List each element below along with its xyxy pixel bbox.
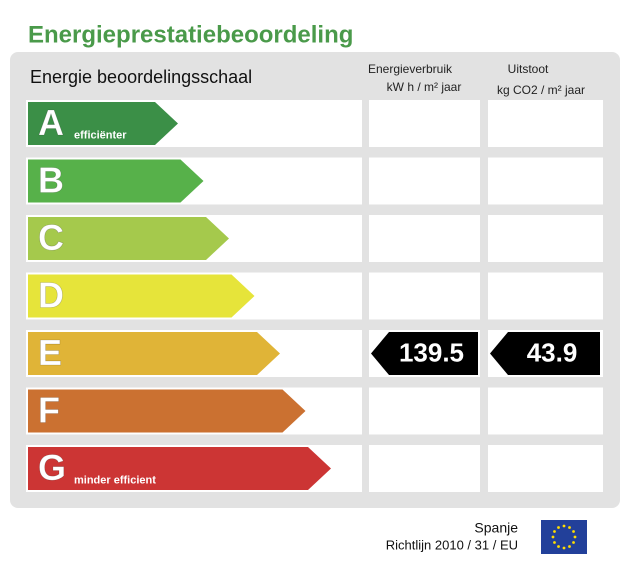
- rating-letter: G: [38, 447, 66, 488]
- rating-arrow: [28, 102, 178, 145]
- title: Energieprestatiebeoordeling: [28, 21, 353, 48]
- rating-arrow: [28, 447, 331, 490]
- value-cell: [488, 272, 603, 320]
- value-cell: [369, 100, 480, 147]
- value-cell: [488, 445, 603, 492]
- column-name: Uitstoot: [508, 62, 549, 76]
- value-cell: [488, 215, 603, 262]
- column-name: Energieverbruik: [368, 62, 453, 76]
- rating-arrow: [28, 332, 280, 375]
- rating-arrow: [28, 274, 255, 318]
- value-cell: [488, 157, 603, 205]
- value-pointer: [371, 332, 478, 375]
- value-cell: [369, 387, 480, 435]
- eu-flag: [541, 520, 587, 554]
- value-cell: [369, 445, 480, 492]
- value-pointer: [490, 332, 600, 375]
- rating-letter: C: [38, 217, 64, 258]
- rating-sublabel: minder efficient: [74, 474, 156, 486]
- value-cell: [369, 215, 480, 262]
- scale-label: Energie beoordelingsschaal: [30, 67, 252, 87]
- rating-letter: E: [38, 332, 62, 373]
- rating-arrow: [28, 159, 204, 203]
- rating-letter: B: [38, 160, 64, 201]
- rating-sublabel: efficiënter: [74, 129, 127, 141]
- footer-country: Spanje: [474, 520, 518, 536]
- value-cell: [369, 157, 480, 205]
- rating-letter: F: [38, 390, 60, 431]
- footer-directive: Richtlijn 2010 / 31 / EU: [386, 537, 518, 552]
- value-cell: [488, 387, 603, 435]
- rating-arrow: [28, 217, 229, 260]
- column-unit: kg CO2 / m² jaar: [497, 83, 585, 97]
- rating-letter: D: [38, 275, 64, 316]
- column-unit: kW h / m² jaar: [387, 80, 462, 94]
- value-label: 139.5: [399, 337, 464, 367]
- value-cell: [369, 272, 480, 320]
- value-label: 43.9: [527, 337, 578, 367]
- rating-arrow: [28, 389, 306, 433]
- rating-letter: A: [38, 102, 64, 143]
- value-cell: [488, 100, 603, 147]
